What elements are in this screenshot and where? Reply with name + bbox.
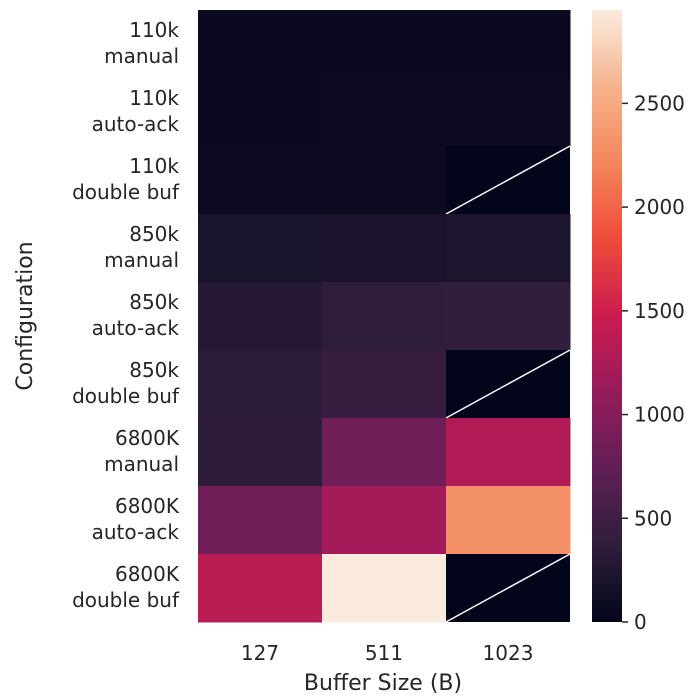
- y-tick-label: 110k: [129, 18, 179, 42]
- heatmap-cells: [198, 10, 571, 623]
- colorbar-tick-label: 500: [634, 506, 672, 530]
- heatmap-cell: [322, 350, 447, 419]
- y-tick-label: manual: [104, 452, 179, 476]
- heatmap-cell: [322, 418, 447, 487]
- heatmap-cell: [322, 78, 447, 147]
- y-tick-label: manual: [104, 44, 179, 68]
- heatmap-cell: [322, 10, 447, 79]
- heatmap-cell: [198, 554, 323, 623]
- heatmap-cell: [322, 282, 447, 351]
- y-tick-label: 850k: [129, 290, 179, 314]
- colorbar-tick-label: 2500: [634, 91, 685, 115]
- heatmap-cell: [198, 282, 323, 351]
- y-tick-label: 6800K: [115, 494, 180, 518]
- heatmap-cell: [198, 78, 323, 147]
- heatmap-cell: [198, 486, 323, 555]
- y-tick-label: auto-ack: [92, 316, 180, 340]
- heatmap-cell: [446, 10, 571, 79]
- heatmap-cell: [198, 10, 323, 79]
- heatmap-cell: [322, 146, 447, 215]
- colorbar-tick-label: 0: [634, 610, 647, 634]
- x-tick-labels: 127 511 1023: [241, 641, 534, 665]
- colorbar-tick-label: 1500: [634, 299, 685, 323]
- y-tick-label: 6800K: [115, 562, 180, 586]
- heatmap-cell: [322, 486, 447, 555]
- x-tick-label: 1023: [483, 641, 534, 665]
- y-tick-label: 850k: [129, 222, 179, 246]
- y-tick-label: 110k: [129, 154, 179, 178]
- x-axis-label: Buffer Size (B): [304, 671, 462, 696]
- y-tick-label: double buf: [72, 384, 180, 408]
- heatmap-cell: [322, 214, 447, 283]
- y-tick-label: double buf: [72, 588, 180, 612]
- heatmap-cell: [446, 418, 571, 487]
- y-tick-label: 850k: [129, 358, 179, 382]
- y-tick-label: 110k: [129, 86, 179, 110]
- heatmap-cell: [446, 282, 571, 351]
- y-axis-label: Configuration: [13, 241, 38, 390]
- y-tick-label: auto-ack: [92, 112, 180, 136]
- y-tick-label: double buf: [72, 180, 180, 204]
- colorbar: [592, 10, 622, 622]
- heatmap-cell: [322, 554, 447, 623]
- missing-diagonal-line: [445, 553, 571, 623]
- heatmap-cell: [446, 78, 571, 147]
- x-tick-label: 511: [365, 641, 403, 665]
- colorbar-tick-label: 2000: [634, 195, 685, 219]
- colorbar-ticks: 0 500 1000 1500 2000 2500: [622, 91, 685, 634]
- heatmap-cell: [198, 146, 323, 215]
- heatmap-cell: [446, 486, 571, 555]
- colorbar-tick-label: 1000: [634, 403, 685, 427]
- x-tick-label: 127: [241, 641, 279, 665]
- y-tick-label: auto-ack: [92, 520, 180, 544]
- missing-diagonal-line: [445, 145, 571, 215]
- missing-diagonal-line: [445, 349, 571, 419]
- heatmap-cell: [198, 214, 323, 283]
- y-tick-label: manual: [104, 248, 179, 272]
- heatmap-cell: [198, 418, 323, 487]
- y-tick-label: 6800K: [115, 426, 180, 450]
- heatmap-cell: [198, 350, 323, 419]
- heatmap-cell: [446, 214, 571, 283]
